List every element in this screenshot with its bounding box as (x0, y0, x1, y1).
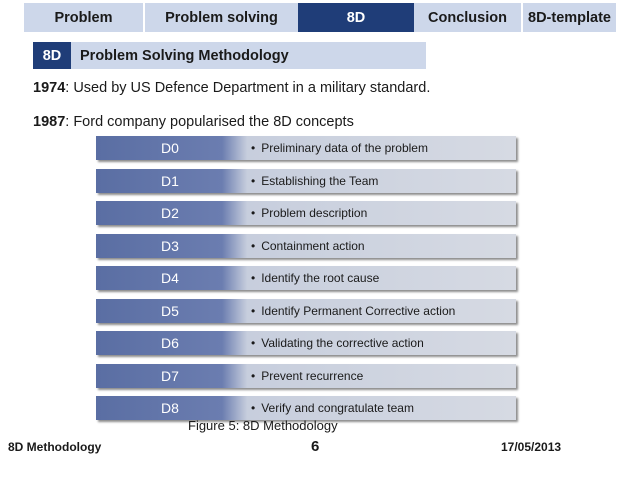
step-desc-text: Prevent recurrence (261, 368, 364, 383)
step-d4: D4 • Identify the root cause (96, 266, 520, 292)
step-d2: D2 • Problem description (96, 201, 520, 227)
history-1974: 1974: Used by US Defence Department in a… (33, 80, 430, 96)
step-desc-text: Validating the corrective action (261, 336, 424, 350)
page-number: 6 (311, 438, 320, 455)
bullet: • (251, 238, 256, 253)
step-bar (96, 331, 516, 355)
bullet: • (251, 303, 256, 318)
step-desc: • Establishing the Team (251, 169, 378, 193)
step-code: D4 (161, 270, 179, 286)
step-desc: • Verify and congratulate team (251, 396, 414, 420)
tab-8d-template[interactable]: 8D-template (521, 3, 616, 32)
step-code: D6 (161, 335, 179, 351)
step-d8: D8 • Verify and congratulate team (96, 396, 520, 422)
section-title: Problem Solving Methodology (80, 47, 289, 64)
history-text: : Used by US Defence Department in a mil… (65, 80, 431, 96)
step-code: D5 (161, 302, 179, 319)
history-year: 1987 (33, 114, 66, 130)
step-code: D1 (161, 172, 179, 189)
tab-conclusion[interactable]: Conclusion (428, 9, 507, 26)
bullet: • (251, 336, 256, 350)
step-d7: D7 • Prevent recurrence (96, 363, 520, 390)
step-bar (96, 233, 516, 258)
bullet: • (251, 368, 256, 383)
history-year: 1974 (33, 80, 66, 96)
tab-problem[interactable]: Problem (54, 9, 113, 26)
step-desc: • Identify Permanent Corrective action (251, 299, 455, 323)
step-desc: • Containment action (251, 234, 365, 258)
step-desc: • Validating the corrective action (251, 331, 424, 355)
step-desc-text: Verify and congratulate team (261, 401, 414, 415)
section-header: 8D Problem Solving Methodology (33, 42, 426, 69)
step-bar (96, 168, 516, 193)
figure-caption: Figure 5: 8D Methodology (188, 418, 338, 433)
step-d5: D5 • Identify Permanent Corrective action (96, 298, 520, 325)
step-bar (96, 396, 516, 420)
step-code: D7 (161, 367, 179, 384)
footer-title: 8D Methodology (8, 440, 102, 454)
step-desc: • Preliminary data of the problem (251, 136, 428, 160)
step-bar (96, 298, 516, 323)
step-bar (96, 201, 516, 225)
step-desc: • Identify the root cause (251, 266, 379, 290)
step-desc-text: Containment action (261, 238, 365, 253)
step-d3: D3 • Containment action (96, 233, 520, 260)
step-desc: • Prevent recurrence (251, 364, 363, 388)
step-code: D8 (161, 400, 179, 416)
bullet: • (251, 401, 256, 415)
step-code: D2 (161, 205, 179, 221)
tab-8d[interactable]: 8D (298, 3, 414, 32)
top-nav: Problem Problem solving 8D Conclusion 8D… (24, 3, 616, 32)
step-d1: D1 • Establishing the Team (96, 168, 520, 195)
step-d0: D0 • Preliminary data of the problem (96, 136, 520, 162)
footer-date: 17/05/2013 (501, 440, 562, 454)
bullet: • (251, 206, 256, 220)
section-badge: 8D (33, 42, 71, 69)
step-desc-text: Problem description (261, 206, 368, 220)
step-bar (96, 363, 516, 388)
history-1987: 1987: Ford company popularised the 8D co… (33, 114, 354, 130)
step-d6: D6 • Validating the corrective action (96, 331, 520, 357)
step-code: D0 (161, 140, 179, 156)
tab-problem-solving[interactable]: Problem solving (143, 3, 298, 32)
step-desc: • Problem description (251, 201, 367, 225)
step-code: D3 (161, 237, 179, 254)
bullet: • (251, 173, 256, 188)
step-bar (96, 136, 516, 160)
bullet: • (251, 141, 256, 155)
step-desc-text: Preliminary data of the problem (261, 141, 428, 155)
step-desc-text: Establishing the Team (261, 173, 379, 188)
steps-list: D0 • Preliminary data of the problem D1 •… (96, 136, 520, 429)
step-desc-text: Identify the root cause (261, 271, 380, 285)
step-bar (96, 266, 516, 290)
history-text: : Ford company popularised the 8D concep… (65, 114, 354, 130)
step-desc-text: Identify Permanent Corrective action (261, 303, 456, 318)
bullet: • (251, 271, 256, 285)
